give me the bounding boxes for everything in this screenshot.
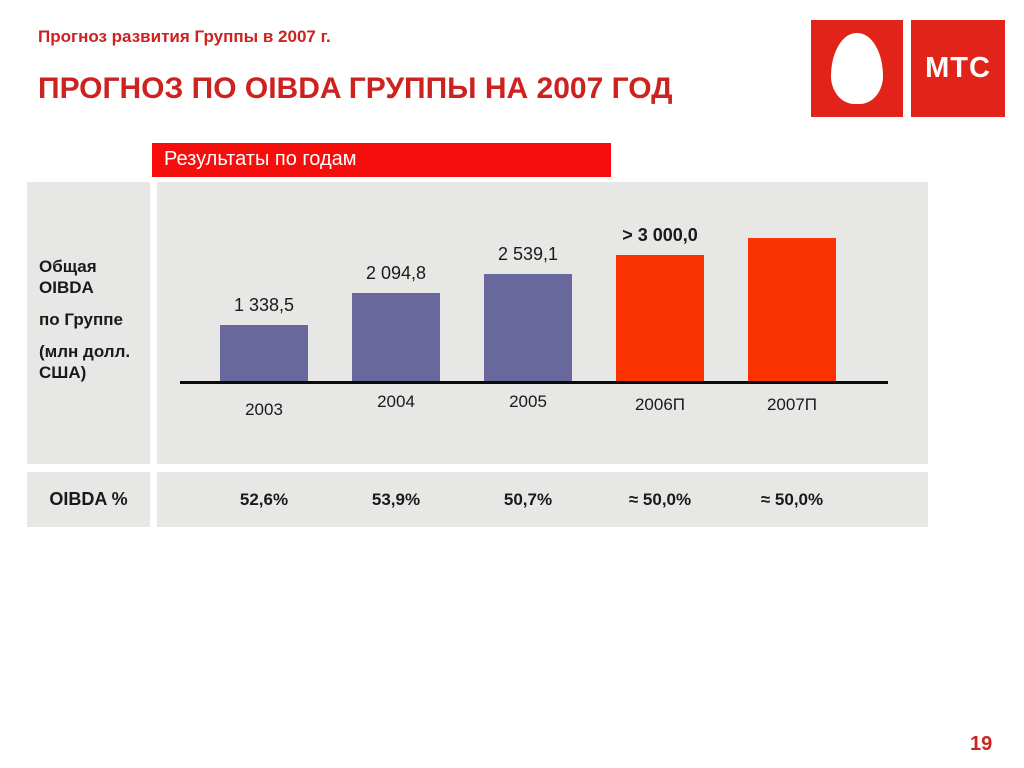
category-label-2003: 2003 — [245, 400, 283, 419]
mts-logo-wordmark: МТС — [911, 20, 1005, 117]
bar-columns: 1 338,5 2 094,8 2 539,1 > 3 000,0 — [198, 182, 858, 381]
bar-column-2005: 2 539,1 — [462, 182, 594, 381]
margin-values-row: 52,6% 53,9% 50,7% ≈ 50,0% ≈ 50,0% — [198, 472, 858, 527]
category-label-2006П: 2006П — [634, 395, 686, 414]
margin-value: ≈ 50,0% — [628, 489, 692, 509]
bar-2007П — [748, 238, 836, 381]
bar-column-2003: 1 338,5 — [198, 182, 330, 381]
category-labels: 2003 2004 2005 2006П 2007П — [198, 392, 858, 419]
bar-2003 — [220, 325, 308, 381]
margin-value: 50,7% — [503, 489, 553, 509]
margin-row-label: OIBDA % — [27, 472, 150, 527]
margin-row: 52,6% 53,9% 50,7% ≈ 50,0% ≈ 50,0% — [157, 472, 928, 527]
margin-value: 52,6% — [239, 489, 289, 509]
egg-icon — [831, 33, 883, 104]
mts-logo-egg-box — [811, 20, 903, 117]
slide-kicker: Прогноз развития Группы в 2007 г. — [38, 27, 331, 46]
bar-2004 — [352, 293, 440, 381]
margin-value: ≈ 50,0% — [760, 489, 824, 509]
category-label-2004: 2004 — [377, 392, 415, 411]
margin-value: 53,9% — [371, 489, 421, 509]
bar-2005 — [484, 274, 572, 381]
bar-value-label: 1 338,5 — [233, 295, 295, 315]
chart-y-axis-caption: Общая OIBDA по Группе (млн долл. США) — [27, 182, 150, 464]
bar-value-label: > 3 000,0 — [622, 225, 698, 245]
bar-column-2006П: > 3 000,0 — [594, 182, 726, 381]
bar-value-label: 2 094,8 — [365, 263, 427, 283]
bar-value-label: 2 539,1 — [497, 244, 559, 264]
caption-line: Общая OIBDA — [39, 257, 97, 297]
bar-chart: 1 338,5 2 094,8 2 539,1 > 3 000,0 2003 2004 2… — [157, 182, 928, 464]
caption-line: (млн долл. США) — [39, 342, 131, 382]
category-label-2005: 2005 — [509, 392, 547, 411]
page-title: ПРОГНОЗ ПО OIBDA ГРУППЫ НА 2007 ГОД — [38, 72, 673, 105]
page-number: 19 — [970, 733, 993, 755]
category-label-2007П: 2007П — [766, 395, 818, 414]
bar-2006П — [616, 255, 704, 381]
bar-column-2004: 2 094,8 — [330, 182, 462, 381]
caption-line: по Группе — [39, 310, 123, 329]
section-banner: Результаты по годам — [152, 143, 611, 177]
x-axis-line — [180, 381, 888, 384]
bar-column-2007П — [726, 182, 858, 381]
